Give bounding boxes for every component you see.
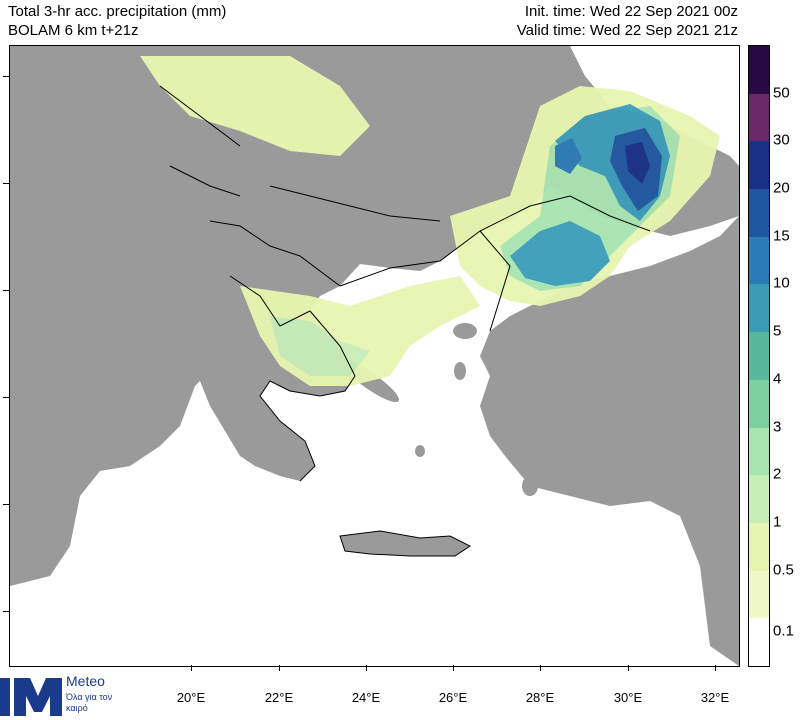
x-tick-label: 28°E [525,690,555,705]
precip-light-north [140,56,370,156]
precip-layer [140,56,720,386]
colorbar-segment [749,522,769,571]
x-tick-label: 20°E [176,690,206,705]
land-turkey [480,216,739,666]
y-tick-mark [3,611,9,612]
precip-green-central [270,316,370,376]
colorbar-segment [749,618,769,666]
x-tick-label: 24°E [351,690,381,705]
x-tick-mark [191,665,192,671]
colorbar-level-label: 0.1 [773,622,794,640]
colorbar-level-label: 5 [773,322,782,340]
colorbar-level-label: 2 [773,465,782,483]
x-tick-mark [715,665,716,671]
colorbar-segment [749,189,769,237]
precipitation-colorbar [748,45,770,667]
title-line-1: Total 3-hr acc. precipitation (mm) [8,3,227,20]
y-tick-mark [3,76,9,77]
x-tick-label: 26°E [438,690,468,705]
colorbar-segment [749,46,769,94]
colorbar-level-label: 4 [773,370,782,388]
colorbar-segment [749,284,769,333]
colorbar-level-label: 15 [773,227,790,245]
island-rhodes [522,476,538,496]
init-time: Init. time: Wed 22 Sep 2021 00z [524,3,738,20]
country-borders [159,85,651,332]
x-tick-mark [453,665,454,671]
y-tick-mark [3,183,9,184]
x-tick-label: 32°E [700,690,730,705]
colorbar-segment [749,236,769,285]
precipitation-map [9,45,740,667]
x-tick-mark [366,665,367,671]
colorbar-level-label: 20 [773,179,790,197]
island-naxos [415,445,425,457]
precip-teal-east [510,221,610,286]
colorbar-level-label: 30 [773,131,790,149]
colorbar-segment [749,475,769,523]
precip-blue-core2 [555,138,582,174]
time-info: Init. time: Wed 22 Sep 2021 00z Valid ti… [517,2,738,40]
y-tick-mark [3,290,9,291]
map-svg [10,46,739,666]
logo-tagline: Όλα για τον καιρό [66,692,113,713]
colorbar-segment [749,427,769,476]
title-line-2: BOLAM 6 km t+21z [8,22,139,39]
island-lesvos [453,323,477,339]
chart-title: Total 3-hr acc. precipitation (mm) BOLAM… [8,2,226,40]
colorbar-segment [749,93,769,142]
valid-time: Valid time: Wed 22 Sep 2021 21z [516,22,738,39]
x-tick-label: 22°E [264,690,294,705]
coastline [259,310,356,482]
colorbar-level-label: 10 [773,274,790,292]
x-tick-mark [540,665,541,671]
logo-name: Meteo [66,673,105,689]
x-tick-mark [628,665,629,671]
colorbar-level-label: 1 [773,513,782,531]
y-tick-mark [3,397,9,398]
precip-navy-core [625,142,650,184]
colorbar-segment [749,141,769,190]
y-tick-mark [3,504,9,505]
x-tick-label: 30°E [613,690,643,705]
colorbar-level-label: 0.5 [773,561,794,579]
colorbar-level-label: 3 [773,418,782,436]
colorbar-segment [749,332,769,380]
colorbar-segment [749,379,769,428]
colorbar-segment [749,570,769,619]
island-chios [454,362,466,380]
colorbar-level-label: 50 [773,84,790,102]
x-tick-mark [279,665,280,671]
meteo-m-logo-icon [0,678,62,716]
